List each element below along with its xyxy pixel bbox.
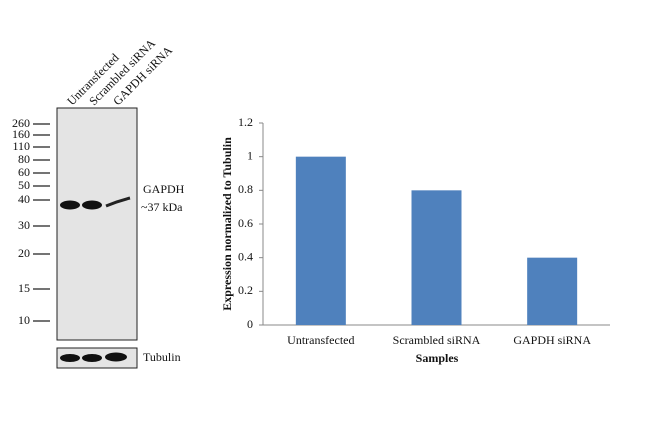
y-tick-label: 0 (247, 317, 253, 331)
bar (411, 190, 462, 325)
marker-label: 40 (18, 192, 30, 206)
band (60, 200, 80, 210)
band (82, 200, 102, 210)
marker-label: 15 (18, 281, 30, 295)
gapdh-bands (60, 196, 131, 210)
y-tick-label: 0.4 (238, 249, 253, 263)
bar (527, 257, 578, 325)
band (60, 354, 80, 362)
y-tick-label: 0.8 (238, 182, 253, 196)
y-tick-label: 0.2 (238, 283, 253, 297)
marker-label: 60 (18, 165, 30, 179)
y-tick-label: 1 (247, 148, 253, 162)
bar (295, 156, 346, 325)
marker-label: 110 (12, 139, 30, 153)
band (82, 354, 102, 362)
marker-label: 20 (18, 246, 30, 260)
y-tick-label: 0.6 (238, 216, 253, 230)
marker-label: 10 (18, 313, 30, 327)
tubulin-bands (60, 352, 127, 362)
marker-label: 50 (18, 178, 30, 192)
marker-label: 160 (12, 127, 30, 141)
y-tick-label: 1.2 (238, 115, 253, 129)
x-tick-label: Untransfected (287, 333, 354, 347)
y-axis-title: Expression normalized to Tubulin (220, 137, 234, 311)
x-axis-title: Samples (416, 351, 459, 365)
blot-membrane (56, 107, 138, 341)
band (105, 352, 127, 362)
band-size: ~37 kDa (141, 200, 183, 214)
marker-label: 80 (18, 152, 30, 166)
marker-label: 260 (12, 116, 30, 130)
band-label: GAPDH (143, 182, 185, 196)
marker-label: 30 (18, 218, 30, 232)
loading-control-label: Tubulin (143, 350, 181, 364)
x-tick-label: Scrambled siRNA (393, 333, 481, 347)
band (105, 196, 131, 208)
x-tick-label: GAPDH siRNA (513, 333, 591, 347)
